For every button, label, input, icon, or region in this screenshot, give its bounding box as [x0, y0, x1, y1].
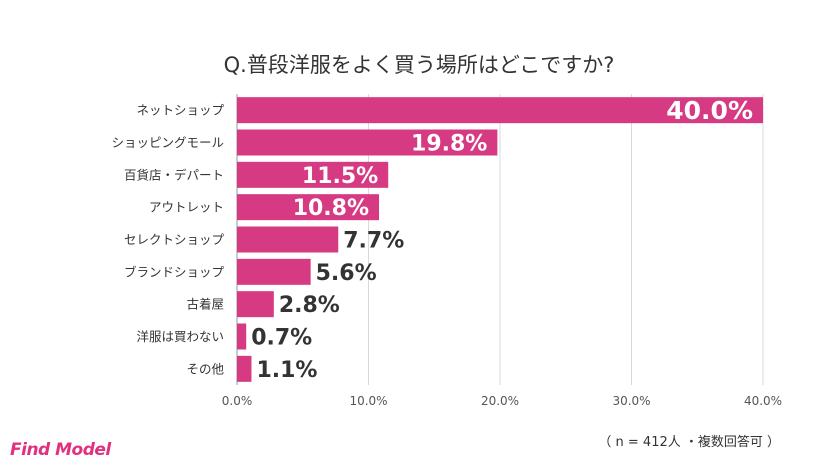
- category-label: 百貨店・デパート: [124, 167, 224, 182]
- bar: [237, 97, 763, 124]
- value-label: 19.8%: [411, 131, 487, 156]
- bar: [237, 355, 252, 382]
- bar: [237, 323, 247, 350]
- x-tick-label: 10.0%: [349, 394, 387, 408]
- category-labels: ネットショップショッピングモール百貨店・デパートアウトレットセレクトショップブラ…: [111, 103, 224, 377]
- value-label: 40.0%: [666, 96, 753, 125]
- x-tick-label: 40.0%: [744, 394, 782, 408]
- bar: [237, 258, 311, 285]
- chart-title: Q.普段洋服をよく買う場所はどこですか?: [224, 53, 615, 77]
- find-model-logo: Find Model: [10, 440, 111, 460]
- value-label: 1.1%: [256, 358, 317, 383]
- x-tick-label: 20.0%: [481, 394, 519, 408]
- x-axis-ticks: 0.0% 10.0% 20.0% 30.0% 40.0%: [222, 394, 782, 408]
- value-label: 5.6%: [316, 261, 377, 286]
- value-label: 10.8%: [293, 196, 369, 221]
- x-tick-label: 30.0%: [612, 394, 650, 408]
- category-label: セレクトショップ: [124, 232, 225, 247]
- category-label: 古着屋: [186, 297, 224, 312]
- category-label: ネットショップ: [136, 103, 224, 118]
- sample-note: （ n = 412人 ・複数回答可 ）: [598, 435, 780, 450]
- bar: [237, 194, 380, 221]
- bars: [237, 97, 763, 382]
- bar: [237, 226, 339, 253]
- category-label: 洋服は買わない: [136, 329, 224, 344]
- value-labels: 40.0% 19.8% 11.5% 10.8% 7.7% 5.6% 2.8% 0.7% 1.1%: [251, 96, 753, 383]
- x-tick-label: 0.0%: [222, 394, 253, 408]
- value-label: 0.7%: [251, 325, 312, 350]
- category-label: ショッピングモール: [111, 135, 224, 150]
- bar: [237, 291, 274, 318]
- category-label: その他: [186, 361, 224, 376]
- category-label: ブランドショップ: [124, 264, 225, 279]
- category-label: アウトレット: [149, 200, 224, 215]
- value-label: 2.8%: [279, 293, 340, 318]
- bar: [237, 161, 389, 188]
- bar: [237, 129, 498, 156]
- value-label: 7.7%: [343, 228, 404, 253]
- value-label: 11.5%: [302, 164, 378, 189]
